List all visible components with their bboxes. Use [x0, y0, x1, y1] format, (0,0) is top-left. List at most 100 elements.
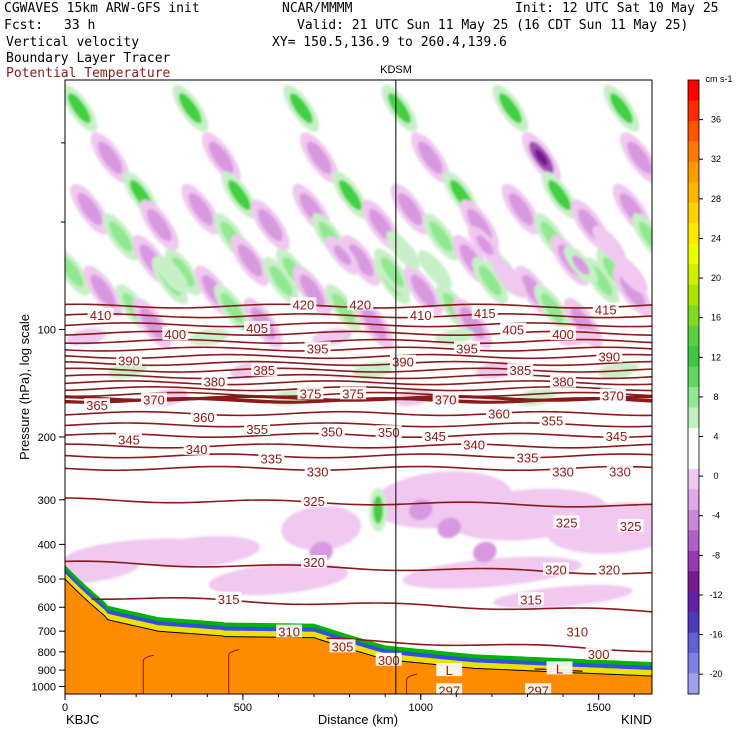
left-station-label: KBJC: [66, 712, 99, 727]
model-title: CGWAVES 15km ARW-GFS init: [4, 1, 200, 16]
theta-label-bg: [258, 451, 285, 465]
colorbar-swatch: [688, 141, 699, 163]
theta-contour: [65, 346, 652, 352]
colorbar-units: cm s-1: [706, 74, 733, 84]
theta-label: 400: [552, 327, 574, 342]
theta-label-bg: [329, 639, 356, 653]
y-tick-label: 800: [38, 647, 56, 659]
updraft-core: [109, 221, 133, 252]
theta-contour: [65, 313, 652, 319]
theta-label-bg: [244, 320, 271, 334]
theta-label-bg: [592, 302, 619, 316]
colorbar-swatch: [688, 427, 699, 449]
theta-label-bg: [550, 327, 577, 341]
y-tick-label: 600: [38, 602, 56, 614]
colorbar-swatch: [688, 264, 699, 286]
theta-label: 395: [456, 341, 478, 356]
theta-label-bg: [84, 398, 111, 412]
theta-label: 335: [260, 452, 282, 467]
theta-label-bg: [251, 363, 278, 377]
colorbar-label: 12: [711, 352, 721, 362]
colorbar-label: 36: [711, 115, 721, 125]
theta-label: 355: [246, 422, 268, 437]
theta-label: L: [556, 661, 563, 676]
updraft-core: [638, 221, 652, 252]
downdraft-core: [408, 499, 433, 521]
theta-label: 415: [595, 303, 617, 318]
downdraft-core: [410, 274, 436, 308]
updraft-core: [220, 292, 244, 324]
theta-label: 390: [392, 355, 414, 370]
downdraft-core: [333, 245, 352, 266]
colorbar-swatch: [688, 100, 699, 122]
theta-label: 310: [278, 625, 300, 640]
theta-surface-contour: [228, 649, 240, 694]
updraft-region: [154, 254, 189, 294]
colorbar-swatch: [688, 612, 699, 634]
plot-frame: [64, 79, 653, 695]
theta-label-bg: [553, 515, 580, 529]
theta-label-bg: [183, 441, 210, 455]
theta-label-bg: [585, 646, 612, 660]
theta-label-bg: [421, 429, 448, 443]
colorbar-swatch: [688, 591, 699, 613]
updraft-core: [338, 179, 362, 211]
field-vertical-velocity: Vertical velocity: [6, 35, 140, 50]
downdraft-core: [97, 141, 123, 174]
theta-label: 395: [307, 341, 329, 356]
colorbar-swatch: [688, 325, 699, 347]
updraft-core: [269, 265, 293, 296]
theta-surface-contour: [142, 654, 155, 694]
theta-label-bg: [116, 432, 143, 446]
colorbar-label: 28: [711, 194, 721, 204]
theta-label-bg: [454, 341, 481, 355]
org-label: NCAR/MMMM: [282, 1, 353, 16]
theta-label: 320: [303, 555, 325, 570]
colorbar-swatch: [688, 673, 699, 695]
xy-coordinates: XY= 150.5,136.9 to 260.4,139.6: [272, 35, 507, 50]
colorbar-label: -20: [709, 669, 722, 679]
theta-label: 415: [474, 306, 496, 321]
theta-label-bg: [201, 374, 228, 388]
theta-label: 345: [424, 429, 446, 444]
theta-label: 410: [90, 308, 112, 323]
y-tick-label: 500: [38, 574, 56, 586]
theta-label: 297: [438, 683, 460, 698]
theta-label: 320: [598, 562, 620, 577]
colorbar-swatch: [688, 366, 699, 388]
theta-label: 325: [620, 519, 642, 534]
colorbar-swatch: [688, 448, 699, 470]
downdraft-max: [534, 149, 548, 167]
updraft-region: [434, 328, 475, 346]
colorbar-swatch: [688, 468, 699, 490]
downdraft-core: [418, 141, 443, 174]
theta-label-bg: [304, 341, 331, 355]
theta-label: 400: [164, 327, 186, 342]
x-tick-label: 1000: [409, 702, 433, 714]
theta-label: 335: [517, 450, 539, 465]
colorbar-frame: [687, 79, 700, 695]
theta-label-bg: [290, 297, 317, 311]
theta-label: 340: [463, 438, 485, 453]
theta-label-bg: [542, 562, 569, 576]
downdraft-core: [572, 255, 590, 275]
theta-label: 325: [303, 494, 325, 509]
colorbar-swatch: [688, 407, 699, 429]
colorbar-label: 8: [713, 392, 718, 402]
fcst-label: Fcst:: [4, 18, 44, 33]
theta-label: 405: [246, 321, 268, 336]
theta-label: 305: [332, 639, 354, 654]
theta-label: 345: [118, 432, 140, 447]
theta-label: 355: [542, 414, 564, 429]
colorbar-label: 32: [711, 154, 721, 164]
theta-label: 380: [204, 375, 226, 390]
downdraft-core: [237, 244, 263, 277]
theta-label-bg: [297, 386, 324, 400]
updraft-core: [65, 256, 84, 288]
updraft-core: [373, 495, 384, 524]
theta-label: 420: [293, 297, 315, 312]
theta-label-bg: [276, 624, 303, 638]
theta-contour: [65, 410, 652, 417]
updraft-core: [171, 256, 195, 288]
theta-label-bg: [432, 392, 459, 406]
